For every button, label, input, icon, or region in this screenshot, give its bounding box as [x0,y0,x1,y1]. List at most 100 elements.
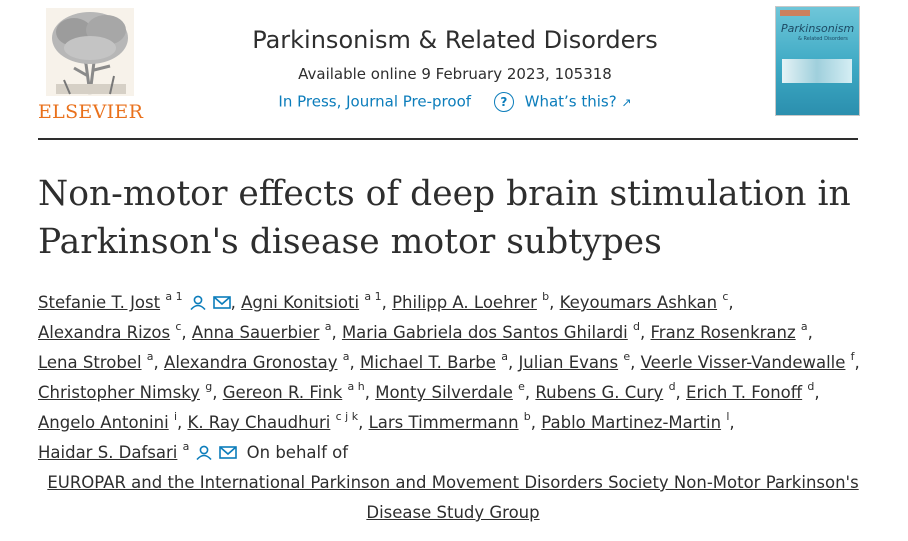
person-icon[interactable] [189,295,207,310]
author-line: Christopher Nimsky g, Gereon R. Fink a h… [38,379,820,403]
affiliation-marker[interactable]: c [722,289,729,303]
elsevier-logo[interactable]: ELSEVIER [38,6,143,123]
author-line: Haidar S. Dafsari a On behalf of [38,441,868,471]
affiliation-marker[interactable]: a [800,319,808,333]
affiliation-marker[interactable]: a [182,439,190,453]
cover-photo [782,59,852,83]
elsevier-tree-icon [46,8,134,96]
author-link[interactable]: Keyoumars Ashkan c [559,289,729,313]
affiliation-marker[interactable]: g [205,379,213,393]
author-name: Lena Strobel [38,353,142,372]
author-link[interactable]: Monty Silverdale e [375,379,525,403]
whats-this-link[interactable]: What’s this? [524,92,617,111]
affiliation-marker[interactable]: b [542,289,550,303]
author-link[interactable]: Maria Gabriela dos Santos Ghilardi d [341,319,641,343]
author-line: Lena Strobel a, Alexandra Gronostay a, M… [38,349,860,373]
author-link[interactable]: Philipp A. Loehrer b [392,289,550,313]
affiliation-marker[interactable]: a [146,349,154,363]
affiliation-marker[interactable]: e [623,349,631,363]
on-behalf-text: On behalf of [241,443,349,462]
author-name: Stefanie T. Jost [38,293,161,312]
mail-icon[interactable] [212,295,231,310]
group-line: Disease Study Group [38,501,868,531]
author-line: Alexandra Rizos c, Anna Sauerbier a, Mar… [38,319,813,343]
study-group-link-cont[interactable]: Disease Study Group [366,503,540,522]
journal-header: ELSEVIER Parkinsonism & Related Disorder… [0,0,908,140]
author-link[interactable]: Christopher Nimsky g [38,379,213,403]
author-name: K. Ray Chaudhuri [187,413,331,432]
author-link[interactable]: Julian Evans e [518,349,631,373]
status-links: In Press, Journal Pre-proof ? What’s thi… [200,92,710,112]
affiliation-marker[interactable]: l [726,409,730,423]
author-name: Erich T. Fonoff [686,383,803,402]
cover-subtitle: & Related Disorders [798,36,848,42]
journal-info: Parkinsonism & Related Disorders Availab… [200,26,710,112]
author-name: Haidar S. Dafsari [38,443,178,462]
affiliation-marker[interactable]: c [175,319,182,333]
study-group-link[interactable]: EUROPAR and the International Parkinson … [47,473,859,492]
author-name: Maria Gabriela dos Santos Ghilardi [341,323,628,342]
author-line: Angelo Antonini i, K. Ray Chaudhuri c j … [38,409,735,433]
affiliation-marker[interactable]: i [173,409,177,423]
author-link[interactable]: Lena Strobel a [38,349,154,373]
author-link[interactable]: Erich T. Fonoff d [686,379,815,403]
article-title: Non-motor effects of deep brain stimulat… [38,174,851,262]
in-press-link[interactable]: In Press, Journal Pre-proof [278,92,472,111]
affiliation-marker[interactable]: d [807,379,815,393]
mail-icon[interactable] [219,445,238,460]
author-name: Alexandra Gronostay [164,353,338,372]
affiliation-marker[interactable]: b [523,409,531,423]
affiliation-marker[interactable]: a [342,349,350,363]
author-name: Franz Rosenkranz [650,323,796,342]
author-link[interactable]: Haidar S. Dafsari a [38,439,190,463]
affiliation-marker[interactable]: d [633,319,641,333]
external-link-icon: ↗ [621,95,632,110]
author-name: Gereon R. Fink [222,383,343,402]
author-link[interactable]: Alexandra Rizos c [38,319,182,343]
author-link[interactable]: Michael T. Barbe a [360,349,508,373]
person-icon[interactable] [195,445,213,460]
author-link[interactable]: Veerle Visser-Vandewalle f [640,349,855,373]
author-link[interactable]: Angelo Antonini i [38,409,177,433]
author-line: Stefanie T. Jost a 1, Agni Konitsioti a … [38,289,734,313]
author-name: Anna Sauerbier [191,323,320,342]
author-name: Pablo Martinez-Martin [541,413,722,432]
author-name: Lars Timmermann [368,413,519,432]
affiliation-marker[interactable]: f [850,349,855,363]
author-link[interactable]: Anna Sauerbier a [191,319,332,343]
journal-cover-image[interactable]: Parkinsonism & Related Disorders [775,6,860,116]
author-link[interactable]: K. Ray Chaudhuri c j k [187,409,359,433]
availability-date: Available online 9 February 2023, 105318 [298,65,612,83]
author-link[interactable]: Alexandra Gronostay a [164,349,350,373]
help-icon[interactable]: ? [493,92,514,112]
author-name: Monty Silverdale [375,383,513,402]
author-link[interactable]: Agni Konitsioti a 1 [241,289,382,313]
author-name: Alexandra Rizos [38,323,171,342]
author-link[interactable]: Gereon R. Fink a h [222,379,365,403]
author-name: Christopher Nimsky [38,383,200,402]
affiliation-marker[interactable]: a h [347,379,365,393]
author-link[interactable]: Franz Rosenkranz a [650,319,808,343]
author-name: Rubens G. Cury [535,383,664,402]
affiliation-marker[interactable]: a [324,319,332,333]
author-link[interactable]: Lars Timmermann b [368,409,531,433]
affiliation-marker[interactable]: a 1 [165,289,183,303]
header-divider [38,138,858,140]
author-name: Keyoumars Ashkan [559,293,718,312]
affiliation-marker[interactable]: e [518,379,525,393]
affiliation-marker[interactable]: a 1 [364,289,382,303]
author-link[interactable]: Stefanie T. Jost a 1 [38,289,183,313]
author-name: Julian Evans [518,353,619,372]
elsevier-wordmark: ELSEVIER [38,101,144,123]
affiliation-marker[interactable]: c j k [335,409,359,423]
author-name: Veerle Visser-Vandewalle [640,353,846,372]
author-link[interactable]: Rubens G. Cury d [535,379,676,403]
author-link[interactable]: Pablo Martinez-Martin l [541,409,730,433]
author-list: Stefanie T. Jost a 1, Agni Konitsioti a … [38,291,868,531]
author-name: Philipp A. Loehrer [392,293,537,312]
journal-title[interactable]: Parkinsonism & Related Disorders [252,26,658,54]
affiliation-marker[interactable]: d [668,379,676,393]
group-line: EUROPAR and the International Parkinson … [38,471,868,501]
author-name: Angelo Antonini [38,413,169,432]
affiliation-marker[interactable]: a [501,349,508,363]
